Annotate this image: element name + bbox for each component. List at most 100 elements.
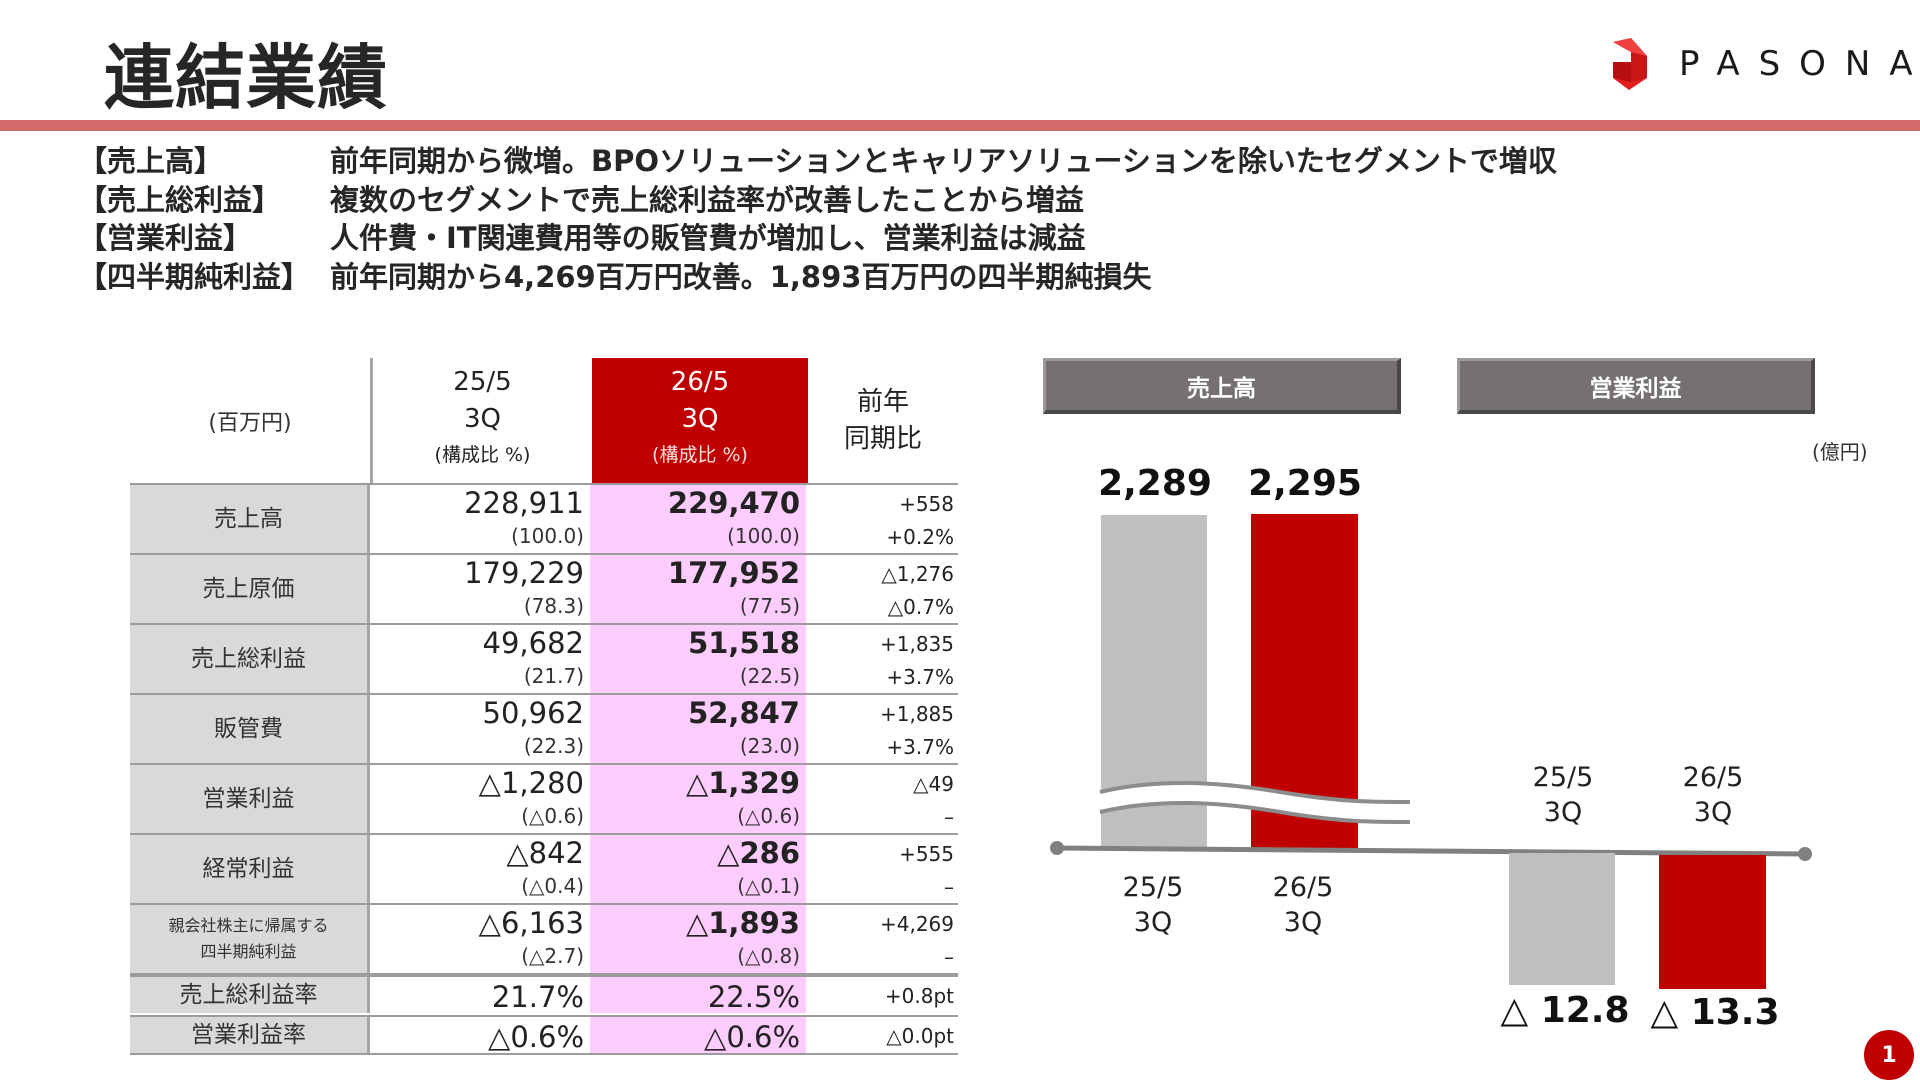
row-label: 経常利益: [130, 835, 370, 903]
table-row: 売上高 228,911 (100.0) 229,470 (100.0) +558 +0…: [130, 483, 958, 553]
yoy-value: +558: [899, 492, 954, 516]
yoy-cell: +1,835 +3.7%: [806, 625, 958, 693]
logo-text: PASONA: [1679, 44, 1920, 84]
yoy-value: +4,269: [879, 912, 954, 936]
table-row: 売上総利益 49,682 (21.7) 51,518 (22.5) +1,835 +3…: [130, 623, 958, 693]
op-bar-prev: [1509, 853, 1615, 985]
column-header-line: 26/5: [670, 367, 730, 397]
current-value: 22.5%: [707, 980, 800, 1014]
category-line: 26/5: [1682, 762, 1744, 793]
prev-value: 49,682: [482, 626, 584, 660]
yoy-cell: +4,269 –: [806, 905, 958, 973]
prev-cell: △1,280 (△0.6): [370, 765, 590, 833]
op-category-current: 26/5 3Q: [1653, 760, 1773, 830]
yoy-value: +1,835: [879, 632, 954, 656]
summary-row-gross-profit: 【売上総利益】 複数のセグメントで売上総利益率が改善したことから増益: [78, 181, 1557, 220]
row-label: 売上原価: [130, 555, 370, 623]
yoy-value: △1,276: [881, 562, 954, 586]
prev-ratio: (22.3): [523, 734, 584, 758]
prev-cell: 228,911 (100.0): [370, 485, 590, 553]
yoy-pct: △0.7%: [887, 595, 954, 619]
current-ratio: (23.0): [739, 734, 800, 758]
row-label: 販管費: [130, 695, 370, 763]
prev-ratio: (△0.6): [521, 804, 584, 828]
table-row-ratio: 売上総利益率 21.7% 22.5% +0.8pt: [130, 973, 958, 1014]
table-row: 親会社株主に帰属する 四半期純利益 △6,163 (△2.7) △1,893 (△0…: [130, 903, 958, 973]
pasona-logo-icon: [1607, 38, 1651, 90]
row-label: 売上高: [130, 485, 370, 553]
prev-cell: △842 (△0.4): [370, 835, 590, 903]
yoy-pct: +3.7%: [886, 735, 954, 759]
table-row: 販管費 50,962 (22.3) 52,847 (23.0) +1,885 +3.7…: [130, 693, 958, 763]
current-value: △1,893: [685, 906, 800, 940]
prev-value: △1,280: [478, 766, 584, 800]
current-value: 52,847: [688, 696, 800, 730]
yoy-value: +555: [899, 842, 954, 866]
summary-label: 【営業利益】: [78, 221, 253, 255]
op-bar-current: [1659, 855, 1766, 989]
prev-cell: 179,229 (78.3): [370, 555, 590, 623]
category-line: 26/5: [1272, 872, 1334, 903]
category-line: 3Q: [1693, 797, 1733, 828]
row-label-line: 親会社株主に帰属する: [168, 916, 329, 935]
current-value: △286: [717, 836, 800, 870]
sales-category-prev: 25/5 3Q: [1093, 870, 1213, 940]
current-ratio: (77.5): [739, 594, 800, 618]
row-label: 営業利益: [130, 765, 370, 833]
summary-text: 人件費・IT関連費用等の販管費が増加し、営業利益は減益: [330, 221, 1086, 255]
yoy-pct: –: [944, 875, 954, 899]
header-divider: [0, 120, 1920, 131]
category-line: 3Q: [1133, 907, 1173, 938]
page-number-badge: 1: [1864, 1030, 1914, 1080]
current-ratio: (22.5): [739, 664, 800, 688]
summary-row-net-income: 【四半期純利益】 前年同期から4,269百万円改善。1,893百万円の四半期純損…: [78, 258, 1557, 297]
yoy-value: △49: [913, 772, 954, 796]
summary-text: 複数のセグメントで売上総利益率が改善したことから増益: [330, 182, 1085, 217]
yoy-pct: +0.2%: [886, 525, 954, 549]
column-header-current: 26/5 3Q (構成比 %): [592, 358, 808, 483]
yoy-cell: △0.0pt: [886, 1024, 954, 1048]
current-ratio: (100.0): [727, 524, 800, 548]
summary-label: 【売上総利益】: [78, 182, 282, 217]
prev-ratio: (△0.4): [521, 874, 584, 898]
column-header-yoy: 前年 同期比: [808, 358, 958, 483]
prev-ratio: (21.7): [523, 664, 584, 688]
yoy-cell: +558 +0.2%: [806, 485, 958, 553]
prev-cell: 21.7%: [370, 977, 590, 1014]
yoy-cell: +0.8pt: [884, 984, 954, 1008]
prev-cell: 49,682 (21.7): [370, 625, 590, 693]
current-cell: 22.5%: [590, 977, 806, 1014]
yoy-value: +1,885: [879, 702, 954, 726]
prev-value: 50,962: [482, 696, 584, 730]
prev-value: 228,911: [464, 486, 584, 520]
sales-value-current: 2,295: [1248, 463, 1362, 504]
op-profit-chart-title: 営業利益: [1457, 358, 1815, 414]
current-ratio: (△0.6): [737, 804, 800, 828]
current-cell: 52,847 (23.0): [590, 695, 806, 763]
column-header-line: 3Q: [463, 404, 501, 434]
summary-label: 【売上高】: [78, 144, 224, 178]
category-line: 3Q: [1283, 907, 1323, 938]
current-cell: 177,952 (77.5): [590, 555, 806, 623]
summary-label: 【四半期純利益】: [78, 259, 311, 294]
current-value: △0.6%: [704, 1020, 800, 1054]
current-cell: △1,329 (△0.6): [590, 765, 806, 833]
yoy-cell: +1,885 +3.7%: [806, 695, 958, 763]
table-row-ratio: 営業利益率 △0.6% △0.6% △0.0pt: [130, 1015, 958, 1055]
summary-text: 前年同期から4,269百万円改善。1,893百万円の四半期純損失: [330, 259, 1152, 294]
prev-value: 179,229: [464, 556, 584, 590]
table-unit-label: (百万円): [208, 410, 292, 436]
chart-axis: [1050, 780, 1812, 861]
yoy-cell: △1,276 △0.7%: [806, 555, 958, 623]
current-cell: △0.6%: [590, 1017, 806, 1054]
column-header-line: 前年: [856, 386, 909, 417]
prev-cell: △0.6%: [370, 1017, 590, 1054]
current-value: 177,952: [667, 556, 800, 590]
yoy-cell: △49 –: [806, 765, 958, 833]
prev-value: 21.7%: [491, 980, 584, 1014]
table-row: 営業利益 △1,280 (△0.6) △1,329 (△0.6) △49 –: [130, 763, 958, 833]
current-cell: 51,518 (22.5): [590, 625, 806, 693]
sales-value-prev: 2,289: [1098, 463, 1212, 504]
prev-value: △842: [506, 836, 584, 870]
row-label: 売上総利益率: [130, 977, 370, 1013]
